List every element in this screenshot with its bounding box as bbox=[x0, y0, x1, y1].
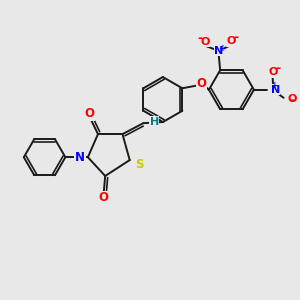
Text: N: N bbox=[75, 151, 85, 164]
Text: -: - bbox=[233, 31, 238, 44]
Text: O: O bbox=[200, 37, 209, 47]
Text: O: O bbox=[268, 67, 278, 77]
Text: N: N bbox=[214, 46, 223, 56]
Text: -: - bbox=[275, 62, 281, 75]
Text: +: + bbox=[219, 44, 226, 52]
Text: O: O bbox=[196, 77, 206, 90]
Text: H: H bbox=[150, 117, 159, 127]
Text: O: O bbox=[99, 191, 109, 204]
Text: O: O bbox=[288, 94, 297, 104]
Text: +: + bbox=[271, 81, 278, 90]
Text: -: - bbox=[198, 32, 203, 45]
Text: S: S bbox=[135, 158, 143, 171]
Text: O: O bbox=[227, 36, 236, 46]
Text: O: O bbox=[84, 107, 94, 120]
Text: -: - bbox=[290, 94, 295, 107]
Text: N: N bbox=[271, 85, 280, 95]
